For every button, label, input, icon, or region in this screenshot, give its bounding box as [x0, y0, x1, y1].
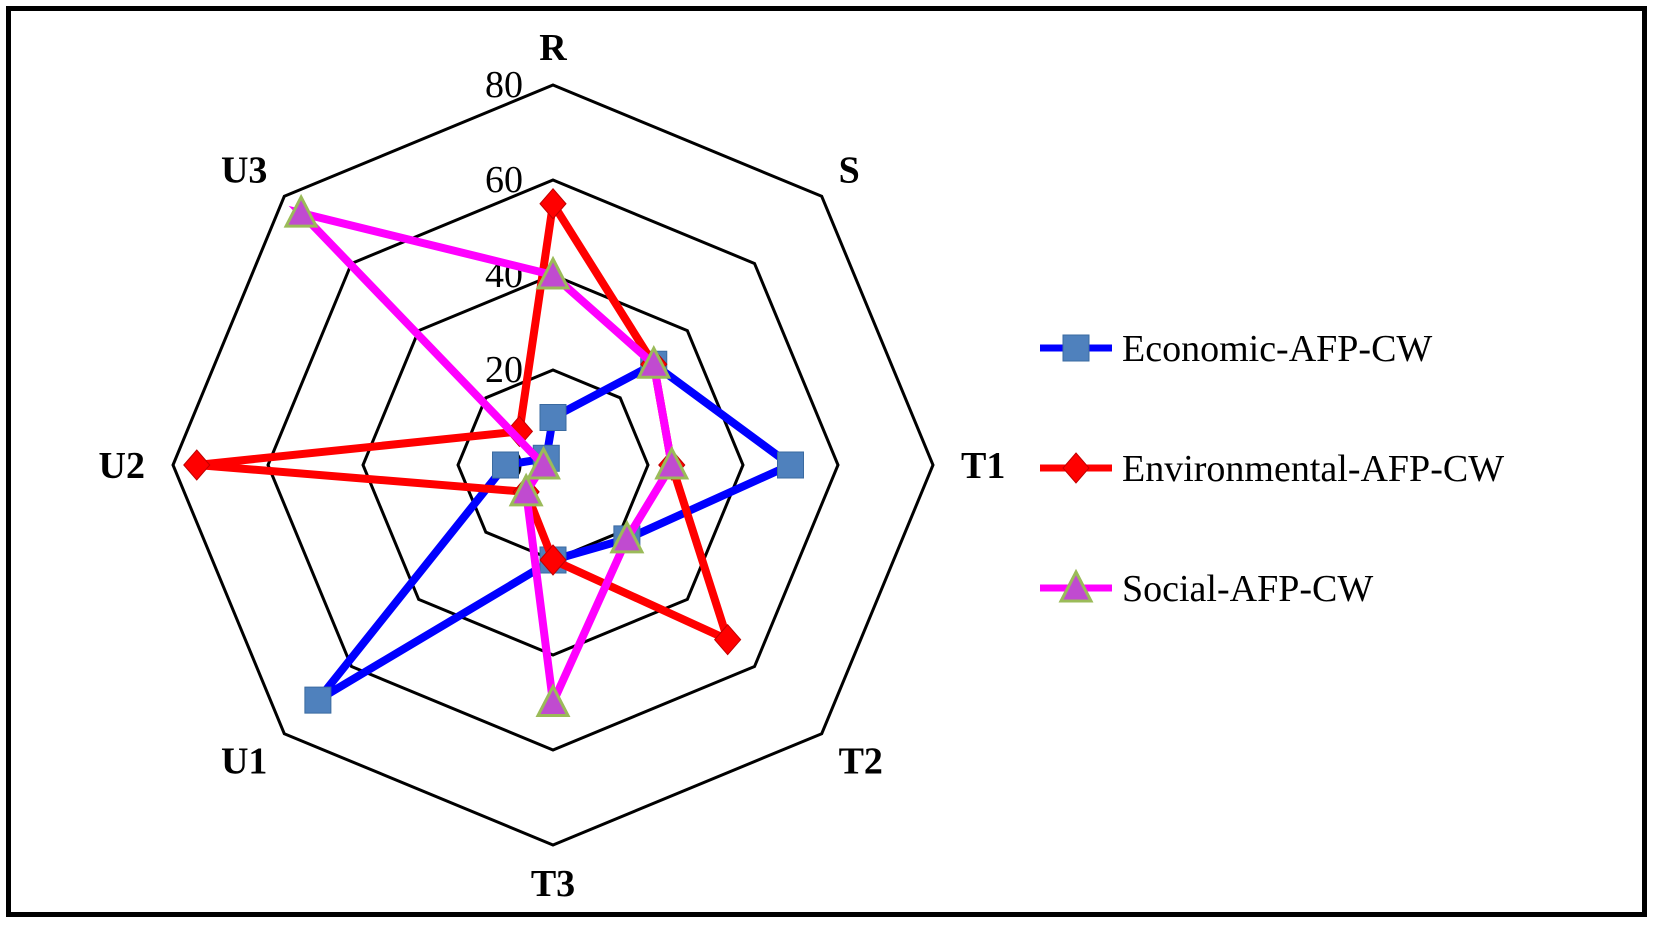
series-line-1	[196, 192, 735, 648]
category-label-r: R	[539, 27, 567, 69]
data-point-2-u2	[526, 445, 561, 480]
legend-marker-1	[1062, 452, 1090, 484]
data-point-2-t1	[654, 445, 690, 480]
data-point-0-u2	[492, 451, 519, 479]
grid-ring-60	[266, 178, 840, 752]
grid-ring-40	[361, 273, 745, 657]
chart-frame	[6, 6, 1647, 917]
legend-item-2: Social-AFP-CW	[1040, 568, 1373, 610]
legend-marker-2	[1058, 568, 1094, 603]
tick-label-20: 20	[485, 349, 523, 391]
radial-tick-labels: 020406080	[485, 64, 523, 486]
legend: Economic-AFP-CW Environmental-AFP-CW Socia…	[1040, 328, 1504, 610]
data-point-0-t1	[777, 451, 804, 479]
category-label-t3: T3	[531, 863, 575, 905]
category-label-u2: U2	[99, 445, 145, 487]
legend-marker-0	[1062, 334, 1090, 362]
tick-label-60: 60	[485, 159, 523, 201]
data-point-2-u3	[283, 193, 319, 228]
data-point-0-u1	[304, 686, 332, 714]
grid-ring-80	[171, 83, 935, 847]
data-point-1-t2	[713, 623, 742, 656]
series-2	[283, 193, 690, 718]
category-label-u1: U1	[221, 741, 267, 783]
series-1	[183, 187, 742, 656]
category-label-u3: U3	[221, 149, 267, 191]
data-point-0-r	[539, 404, 567, 431]
legend-label-2: Social-AFP-CW	[1122, 568, 1373, 610]
category-label-s: S	[839, 149, 860, 191]
category-label-t1: T1	[961, 445, 1005, 487]
legend-label-0: Economic-AFP-CW	[1122, 328, 1432, 370]
category-labels: R S T1 T2 T3 U1 U2 U3	[99, 27, 1006, 905]
data-point-2-t2	[609, 519, 645, 554]
radar-grid	[171, 83, 935, 847]
legend-label-1: Environmental-AFP-CW	[1122, 448, 1504, 490]
data-point-2-s	[636, 344, 672, 379]
series-0	[304, 350, 804, 714]
series-layer	[183, 187, 804, 718]
data-point-1-t3	[539, 544, 567, 576]
tick-label-80: 80	[485, 64, 523, 106]
data-point-2-t3	[535, 683, 571, 717]
legend-item-0: Economic-AFP-CW	[1040, 328, 1432, 370]
legend-item-1: Environmental-AFP-CW	[1040, 448, 1504, 490]
data-point-2-u1	[508, 472, 544, 507]
data-point-1-r	[539, 187, 567, 220]
category-label-t2: T2	[839, 741, 883, 783]
data-point-1-u2	[183, 449, 211, 481]
data-point-2-r	[535, 255, 571, 290]
